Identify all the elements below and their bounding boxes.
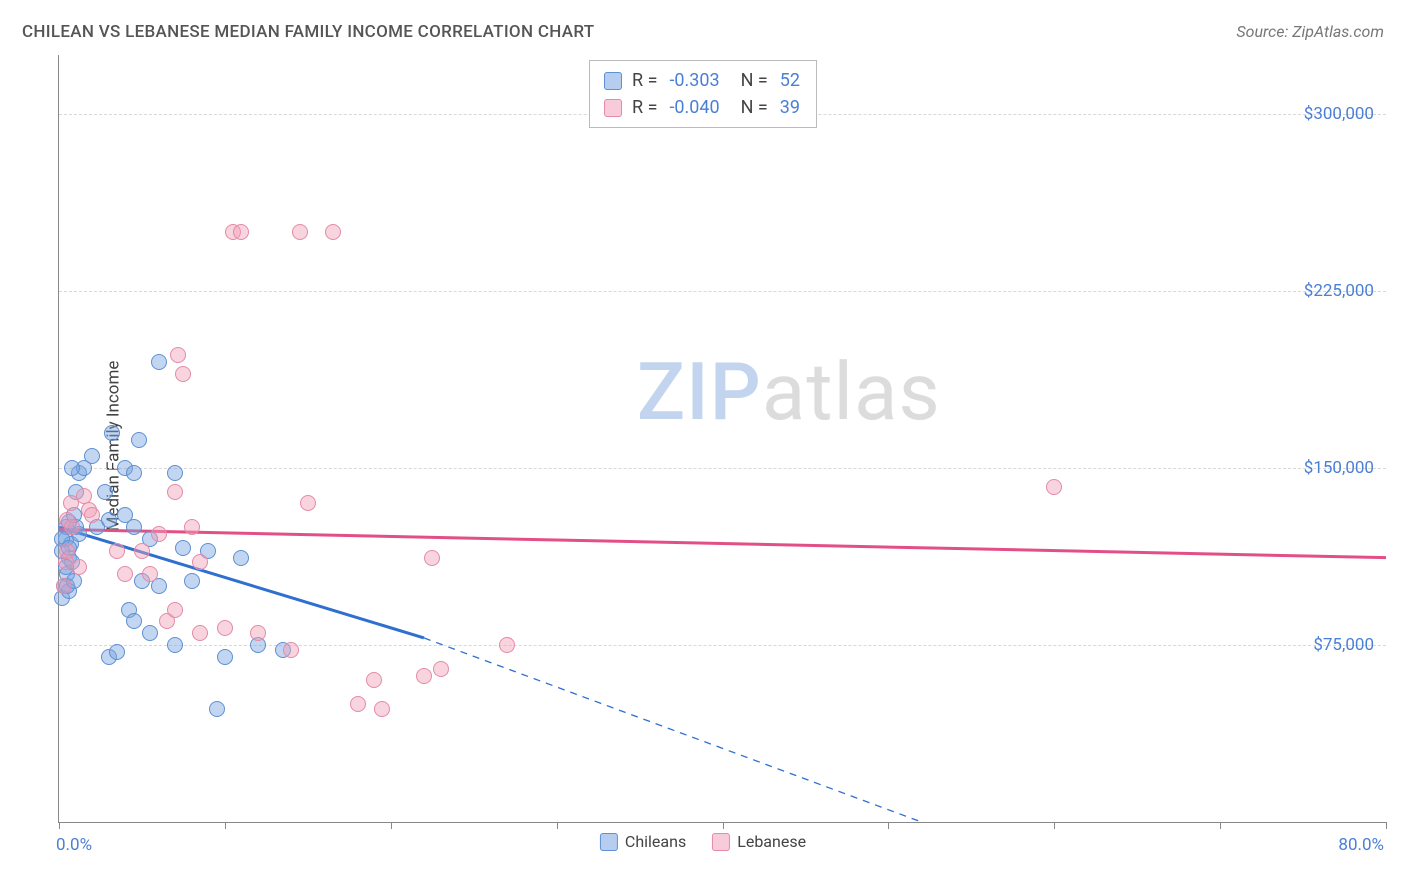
- regression-line: [424, 638, 922, 822]
- data-point-lebanese: [142, 566, 158, 582]
- gridline: [59, 468, 1386, 469]
- data-point-chileans: [167, 637, 183, 653]
- x-tick: [1386, 822, 1387, 829]
- legend-label-chileans: Chileans: [625, 832, 686, 851]
- chart-title: CHILEAN VS LEBANESE MEDIAN FAMILY INCOME…: [22, 22, 594, 42]
- data-point-lebanese: [109, 543, 125, 559]
- data-point-lebanese: [233, 224, 249, 240]
- legend-label-lebanese: Lebanese: [737, 832, 806, 851]
- data-point-lebanese: [175, 366, 191, 382]
- data-point-lebanese: [184, 519, 200, 535]
- data-point-lebanese: [366, 672, 382, 688]
- watermark: ZIPatlas: [637, 345, 941, 439]
- data-point-lebanese: [192, 554, 208, 570]
- watermark-suffix: atlas: [762, 345, 941, 439]
- correlation-legend-box: R = -0.303 N = 52 R = -0.040 N = 39: [589, 60, 817, 128]
- data-point-lebanese: [283, 642, 299, 658]
- r-label: R =: [632, 67, 657, 94]
- data-point-chileans: [184, 573, 200, 589]
- x-tick: [391, 822, 392, 829]
- data-point-lebanese: [71, 559, 87, 575]
- data-point-lebanese: [374, 701, 390, 717]
- regression-lines-layer: [59, 55, 1386, 822]
- data-point-chileans: [64, 460, 80, 476]
- x-tick: [557, 822, 558, 829]
- x-tick: [888, 822, 889, 829]
- data-point-lebanese: [300, 495, 316, 511]
- data-point-chileans: [151, 354, 167, 370]
- x-axis-start-label: 0.0%: [56, 835, 92, 855]
- data-point-chileans: [97, 484, 113, 500]
- correlation-row-lebanese: R = -0.040 N = 39: [604, 94, 802, 121]
- data-point-chileans: [142, 625, 158, 641]
- data-point-lebanese: [134, 543, 150, 559]
- correlation-row-chileans: R = -0.303 N = 52: [604, 67, 802, 94]
- legend-item-chileans: Chileans: [600, 832, 686, 851]
- y-tick-label: $300,000: [1304, 104, 1374, 124]
- data-point-lebanese: [217, 620, 233, 636]
- data-point-chileans: [209, 701, 225, 717]
- data-point-lebanese: [151, 526, 167, 542]
- x-tick: [1054, 822, 1055, 829]
- data-point-lebanese: [1046, 479, 1062, 495]
- data-point-lebanese: [167, 602, 183, 618]
- swatch-lebanese: [604, 99, 622, 117]
- data-point-lebanese: [167, 484, 183, 500]
- legend-item-lebanese: Lebanese: [712, 832, 806, 851]
- data-point-chileans: [101, 512, 117, 528]
- n-label: N =: [732, 67, 768, 94]
- data-point-lebanese: [499, 637, 515, 653]
- data-point-lebanese: [325, 224, 341, 240]
- legend-swatch-chileans: [600, 833, 618, 851]
- n-value-lebanese: 39: [780, 94, 800, 121]
- watermark-prefix: ZIP: [637, 345, 762, 439]
- data-point-lebanese: [56, 578, 72, 594]
- data-point-chileans: [109, 644, 125, 660]
- data-point-lebanese: [250, 625, 266, 641]
- data-point-chileans: [217, 649, 233, 665]
- data-point-lebanese: [170, 347, 186, 363]
- data-point-chileans: [84, 448, 100, 464]
- data-point-lebanese: [64, 519, 80, 535]
- swatch-chileans: [604, 72, 622, 90]
- legend-swatch-lebanese: [712, 833, 730, 851]
- r-value-chileans: -0.303: [669, 67, 719, 94]
- n-value-chileans: 52: [780, 67, 800, 94]
- data-point-lebanese: [59, 543, 75, 559]
- y-tick-label: $225,000: [1304, 281, 1374, 301]
- data-point-chileans: [233, 550, 249, 566]
- chart-container: CHILEAN VS LEBANESE MEDIAN FAMILY INCOME…: [0, 0, 1406, 892]
- data-point-lebanese: [292, 224, 308, 240]
- source-credit: Source: ZipAtlas.com: [1236, 22, 1384, 41]
- gridline: [59, 291, 1386, 292]
- data-point-chileans: [175, 540, 191, 556]
- r-label: R =: [632, 94, 657, 121]
- data-point-lebanese: [416, 668, 432, 684]
- r-value-lebanese: -0.040: [669, 94, 719, 121]
- plot-area: ZIPatlas $75,000 $150,000 $225,000 $300,000: [58, 55, 1386, 823]
- regression-line: [59, 529, 1386, 557]
- x-axis-end-label: 80.0%: [1338, 835, 1384, 855]
- x-tick: [1220, 822, 1221, 829]
- n-label: N =: [732, 94, 768, 121]
- x-tick: [225, 822, 226, 829]
- y-tick-label: $150,000: [1304, 458, 1374, 478]
- data-point-lebanese: [424, 550, 440, 566]
- data-point-lebanese: [84, 507, 100, 523]
- data-point-chileans: [167, 465, 183, 481]
- x-tick: [723, 822, 724, 829]
- data-point-chileans: [126, 613, 142, 629]
- data-point-lebanese: [192, 625, 208, 641]
- data-point-chileans: [126, 465, 142, 481]
- x-tick: [59, 822, 60, 829]
- data-point-lebanese: [117, 566, 133, 582]
- data-point-chileans: [126, 519, 142, 535]
- data-point-chileans: [131, 432, 147, 448]
- data-point-lebanese: [433, 661, 449, 677]
- data-point-chileans: [104, 425, 120, 441]
- series-legend: Chileans Lebanese: [600, 832, 806, 851]
- y-tick-label: $75,000: [1313, 635, 1374, 655]
- data-point-lebanese: [350, 696, 366, 712]
